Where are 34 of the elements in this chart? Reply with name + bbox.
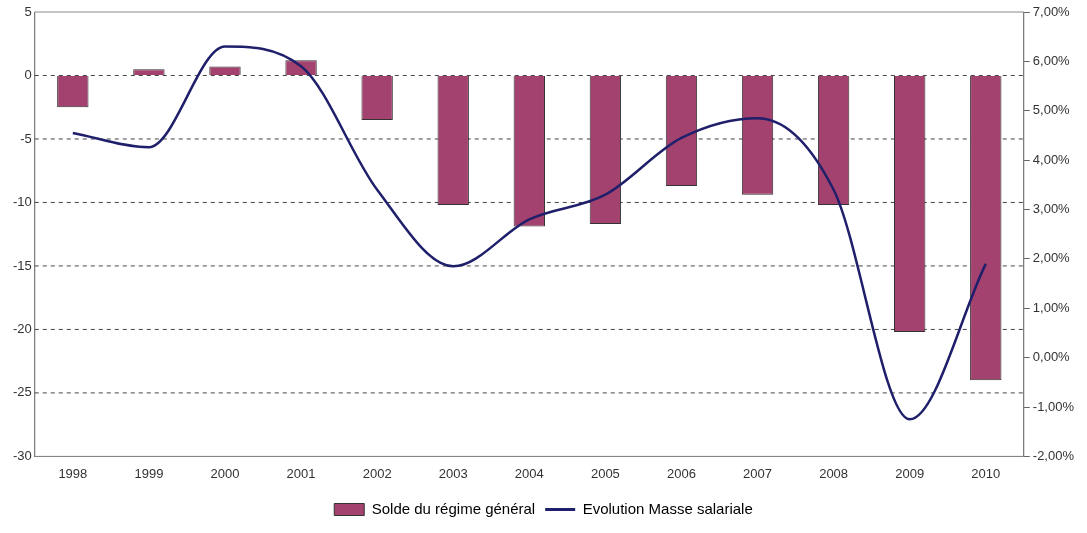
y2-tick-label: -2,00% xyxy=(1032,447,1075,463)
y-tick-label: -25 xyxy=(12,384,32,400)
x-tick-label: 2006 xyxy=(667,465,696,481)
x-tick-label: 1998 xyxy=(58,465,88,481)
x-tick-label: 2002 xyxy=(362,465,392,481)
y2-tick-label: -1,00% xyxy=(1032,398,1075,414)
y-tick-label: -30 xyxy=(12,447,32,463)
x-tick-label: 2008 xyxy=(819,465,849,481)
x-tick-label: 2009 xyxy=(895,465,925,481)
y2-tick-label: 5,00% xyxy=(1032,102,1071,118)
y-tick-label: -10 xyxy=(12,194,32,210)
legend-label: Evolution Masse salariale xyxy=(582,499,753,517)
x-tick-label: 2010 xyxy=(971,465,1001,481)
y2-tick-label: 4,00% xyxy=(1032,151,1071,167)
y2-tick-label: 6,00% xyxy=(1032,52,1071,68)
x-tick-label: 2005 xyxy=(590,465,620,481)
y-tick-label: -15 xyxy=(12,257,32,273)
x-tick-label: 2003 xyxy=(438,465,468,481)
x-tick-label: 2007 xyxy=(743,465,772,481)
y2-tick-label: 3,00% xyxy=(1032,201,1071,217)
y2-tick-label: 7,00% xyxy=(1032,3,1071,19)
y-tick-label: -20 xyxy=(12,321,32,337)
x-tick-label: 2004 xyxy=(514,465,544,481)
legend-label: Solde du régime général xyxy=(371,499,536,517)
y-tick-label: -5 xyxy=(20,130,32,146)
y-tick-label: 5 xyxy=(24,3,32,19)
line-series xyxy=(71,45,988,421)
x-tick-label: 2000 xyxy=(210,465,240,481)
y2-tick-label: 0,00% xyxy=(1032,349,1071,365)
y-tick-label: 0 xyxy=(24,67,32,83)
x-tick-label: 2001 xyxy=(286,465,316,481)
y2-tick-label: 2,00% xyxy=(1032,250,1071,266)
y2-tick-label: 1,00% xyxy=(1032,299,1071,315)
x-tick-label: 1999 xyxy=(134,465,164,481)
